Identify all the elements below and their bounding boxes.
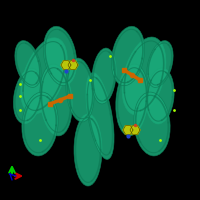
Ellipse shape [74, 114, 102, 186]
Ellipse shape [92, 48, 116, 104]
Polygon shape [130, 126, 140, 134]
Ellipse shape [21, 38, 67, 114]
Ellipse shape [134, 92, 170, 156]
Ellipse shape [22, 92, 58, 156]
Ellipse shape [66, 58, 94, 122]
Ellipse shape [13, 68, 43, 124]
Ellipse shape [116, 64, 148, 136]
Ellipse shape [86, 73, 114, 159]
Polygon shape [68, 61, 78, 69]
Ellipse shape [122, 37, 166, 115]
Ellipse shape [111, 26, 145, 86]
Polygon shape [61, 61, 71, 69]
Ellipse shape [40, 64, 72, 136]
Ellipse shape [15, 41, 41, 87]
Ellipse shape [43, 26, 77, 86]
Ellipse shape [147, 41, 173, 87]
Polygon shape [123, 126, 133, 134]
Ellipse shape [146, 68, 174, 124]
